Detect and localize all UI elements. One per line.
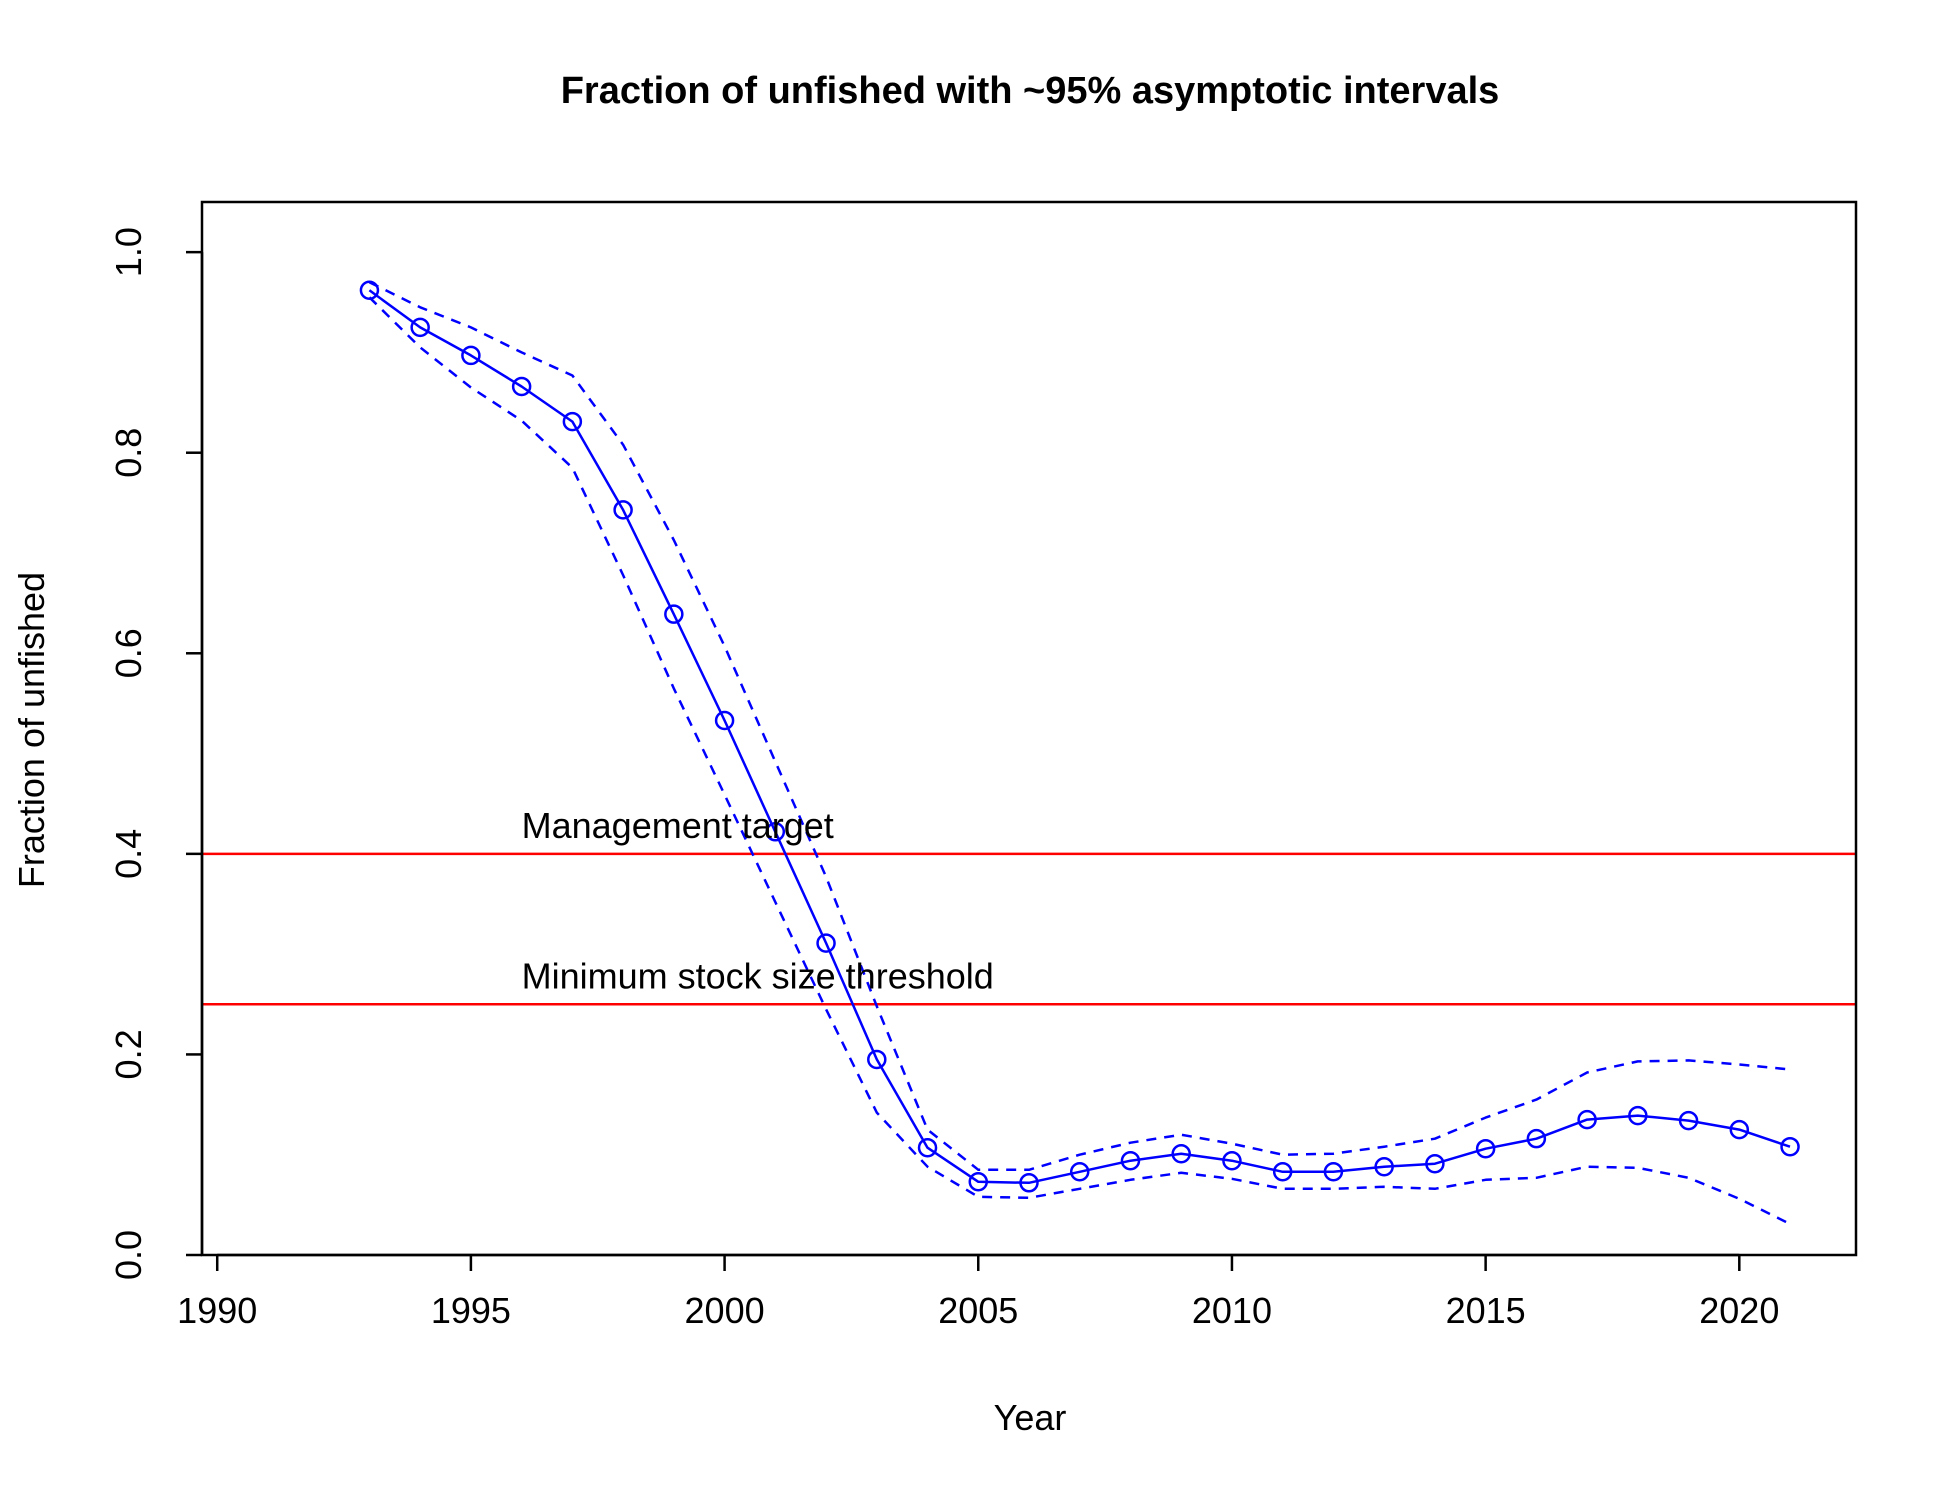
data-point	[1272, 1162, 1293, 1182]
data-point	[1628, 1105, 1648, 1126]
data-point	[1577, 1109, 1597, 1130]
data-point	[917, 1137, 938, 1158]
x-tick-label: 2020	[1699, 1290, 1779, 1331]
x-tick-label: 1990	[177, 1290, 257, 1331]
data-point	[1526, 1128, 1547, 1149]
x-tick-label: 2005	[938, 1290, 1018, 1331]
data-point	[1222, 1150, 1242, 1171]
data-point	[613, 500, 633, 520]
data-point	[765, 822, 786, 842]
data-point	[1323, 1162, 1344, 1182]
plot-area: Management target Minimum stock size thre…	[202, 280, 1856, 1226]
data-point	[461, 345, 481, 366]
data-point	[1019, 1173, 1039, 1193]
x-tick-label: 2000	[685, 1290, 765, 1331]
y-tick-label: 0.2	[108, 1029, 149, 1079]
data-point	[1069, 1162, 1090, 1182]
data-point	[410, 317, 430, 338]
data-point	[1120, 1150, 1141, 1171]
interval-line-2	[368, 296, 1791, 1226]
y-tick-label: 0.6	[108, 628, 149, 678]
y-tick-label: 0.0	[108, 1230, 149, 1280]
x-tick-label: 2010	[1192, 1290, 1272, 1331]
data-point	[1475, 1138, 1496, 1159]
x-tick-label: 1995	[431, 1290, 511, 1331]
data-point	[664, 604, 684, 624]
axes: 1990 1995 2000 2005 2010 2015 2020 0.0 0.2 0.4 0.6…	[108, 200, 1858, 1331]
x-tick-label: 2015	[1446, 1290, 1526, 1331]
data-point	[1678, 1110, 1699, 1131]
y-axis-label: Fraction of unfished	[11, 572, 52, 888]
x-axis-label: Year	[994, 1397, 1067, 1438]
plot-frame	[200, 200, 1858, 1257]
chart-title: Fraction of unfished with ~95% asymptoti…	[561, 70, 1500, 112]
data-point	[1171, 1143, 1191, 1164]
data-point	[1780, 1136, 1800, 1157]
data-point	[359, 280, 380, 301]
data-point	[1374, 1156, 1394, 1177]
interval-line-1	[368, 281, 1791, 1172]
data-point	[714, 710, 735, 731]
data-point	[1729, 1119, 1750, 1140]
y-tick-label: 1.0	[108, 227, 149, 277]
data-point	[968, 1172, 989, 1192]
y-tick-label: 0.4	[108, 829, 149, 879]
estimate-line	[368, 289, 1791, 1185]
y-tick-label: 0.8	[108, 428, 149, 478]
data-point	[1425, 1153, 1445, 1174]
data-point	[867, 1049, 887, 1070]
data-point	[511, 376, 532, 397]
reference-label-2: Minimum stock size threshold	[522, 955, 994, 996]
data-point	[562, 411, 583, 432]
reference-label-1: Management target	[522, 805, 834, 846]
data-point	[816, 933, 836, 953]
